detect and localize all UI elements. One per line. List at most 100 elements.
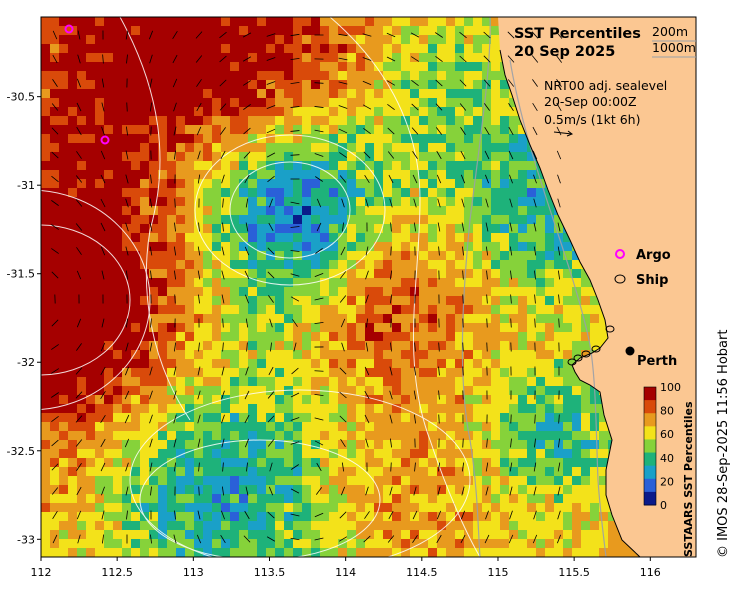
current-vector	[412, 174, 418, 184]
current-vector	[411, 103, 419, 111]
sst-pixel	[68, 71, 77, 80]
current-vector	[126, 510, 128, 520]
sst-pixel	[77, 197, 86, 206]
sst-pixel	[464, 143, 473, 152]
sst-pixel	[500, 314, 509, 323]
current-vector	[435, 32, 443, 38]
sst-pixel	[320, 53, 329, 62]
ship-marker[interactable]	[605, 325, 615, 333]
sst-pixel	[374, 494, 383, 503]
sst-pixel	[311, 296, 320, 305]
sst-pixel	[581, 404, 590, 413]
sst-pixel	[365, 332, 374, 341]
sst-pixel	[500, 422, 509, 431]
sst-pixel	[536, 449, 545, 458]
sst-pixel	[50, 143, 59, 152]
argo-float-marker[interactable]	[100, 135, 110, 145]
sst-pixel	[347, 170, 356, 179]
current-vector	[338, 57, 348, 61]
sst-pixel	[203, 161, 212, 170]
sst-pixel	[455, 440, 464, 449]
sst-pixel	[383, 206, 392, 215]
sst-pixel	[212, 143, 221, 152]
current-vector	[197, 390, 201, 400]
current-vector	[555, 31, 563, 39]
sst-pixel	[257, 107, 266, 116]
sst-pixel	[275, 395, 284, 404]
sst-pixel	[293, 26, 302, 35]
current-vector	[242, 80, 252, 86]
sst-pixel	[464, 98, 473, 107]
sst-pixel	[482, 503, 491, 512]
ship-marker[interactable]	[581, 350, 591, 358]
sst-pixel	[113, 530, 122, 539]
ship-marker[interactable]	[573, 354, 583, 362]
x-tick-label: 116	[640, 566, 661, 579]
sst-pixel	[329, 332, 338, 341]
sst-pixel	[338, 512, 347, 521]
ship-marker[interactable]	[567, 358, 577, 366]
sst-pixel	[392, 35, 401, 44]
sst-pixel	[464, 260, 473, 269]
sst-pixel	[518, 287, 527, 296]
sst-pixel	[68, 197, 77, 206]
current-vector	[149, 342, 153, 352]
sst-pixel	[563, 440, 572, 449]
current-vector	[242, 32, 252, 38]
sst-pixel	[266, 332, 275, 341]
perth-city-marker[interactable]	[625, 346, 635, 356]
current-vector	[388, 510, 394, 520]
sst-pixel	[230, 17, 239, 26]
argo-float-marker[interactable]	[64, 24, 74, 34]
sst-pixel	[545, 287, 554, 296]
sst-pixel	[536, 278, 545, 287]
current-vector	[460, 127, 466, 135]
sst-pixel	[500, 530, 509, 539]
sst-pixel	[347, 224, 356, 233]
sst-pixel	[302, 530, 311, 539]
sst-pixel	[293, 449, 302, 458]
sst-pixel	[491, 233, 500, 242]
ship-marker[interactable]	[591, 345, 601, 353]
sst-pixel	[302, 287, 311, 296]
sst-pixel	[104, 494, 113, 503]
sst-pixel	[419, 53, 428, 62]
sst-pixel	[68, 359, 77, 368]
sst-pixel	[572, 494, 581, 503]
sst-pixel	[266, 476, 275, 485]
sst-pixel	[554, 377, 563, 386]
sst-pixel	[338, 278, 347, 287]
sst-pixel	[473, 422, 482, 431]
sst-pixel	[572, 305, 581, 314]
sst-pixel	[50, 377, 59, 386]
sst-pixel	[464, 314, 473, 323]
sst-pixel	[221, 44, 230, 53]
sst-pixel	[50, 233, 59, 242]
sst-pixel	[266, 431, 275, 440]
current-vector	[462, 270, 464, 280]
sst-pixel	[239, 107, 248, 116]
sst-pixel	[113, 35, 122, 44]
sst-pixel	[419, 44, 428, 53]
sst-pixel	[122, 152, 131, 161]
sst-pixel	[437, 197, 446, 206]
sst-pixel	[113, 170, 122, 179]
sst-pixel	[185, 107, 194, 116]
sst-pixel	[356, 170, 365, 179]
sst-pixel	[545, 386, 554, 395]
sst-pixel	[194, 206, 203, 215]
sst-pixel	[302, 323, 311, 332]
current-vector	[174, 294, 176, 304]
sst-pixel	[491, 170, 500, 179]
sst-pixel	[545, 485, 554, 494]
sst-pixel	[275, 35, 284, 44]
sst-pixel	[131, 422, 140, 431]
sst-pixel	[536, 503, 545, 512]
current-vector	[507, 31, 515, 39]
sst-pixel	[437, 521, 446, 530]
sst-pixel	[401, 476, 410, 485]
current-vector	[485, 246, 489, 256]
sst-pixel	[491, 224, 500, 233]
sst-pixel	[176, 485, 185, 494]
sst-pixel	[284, 233, 293, 242]
